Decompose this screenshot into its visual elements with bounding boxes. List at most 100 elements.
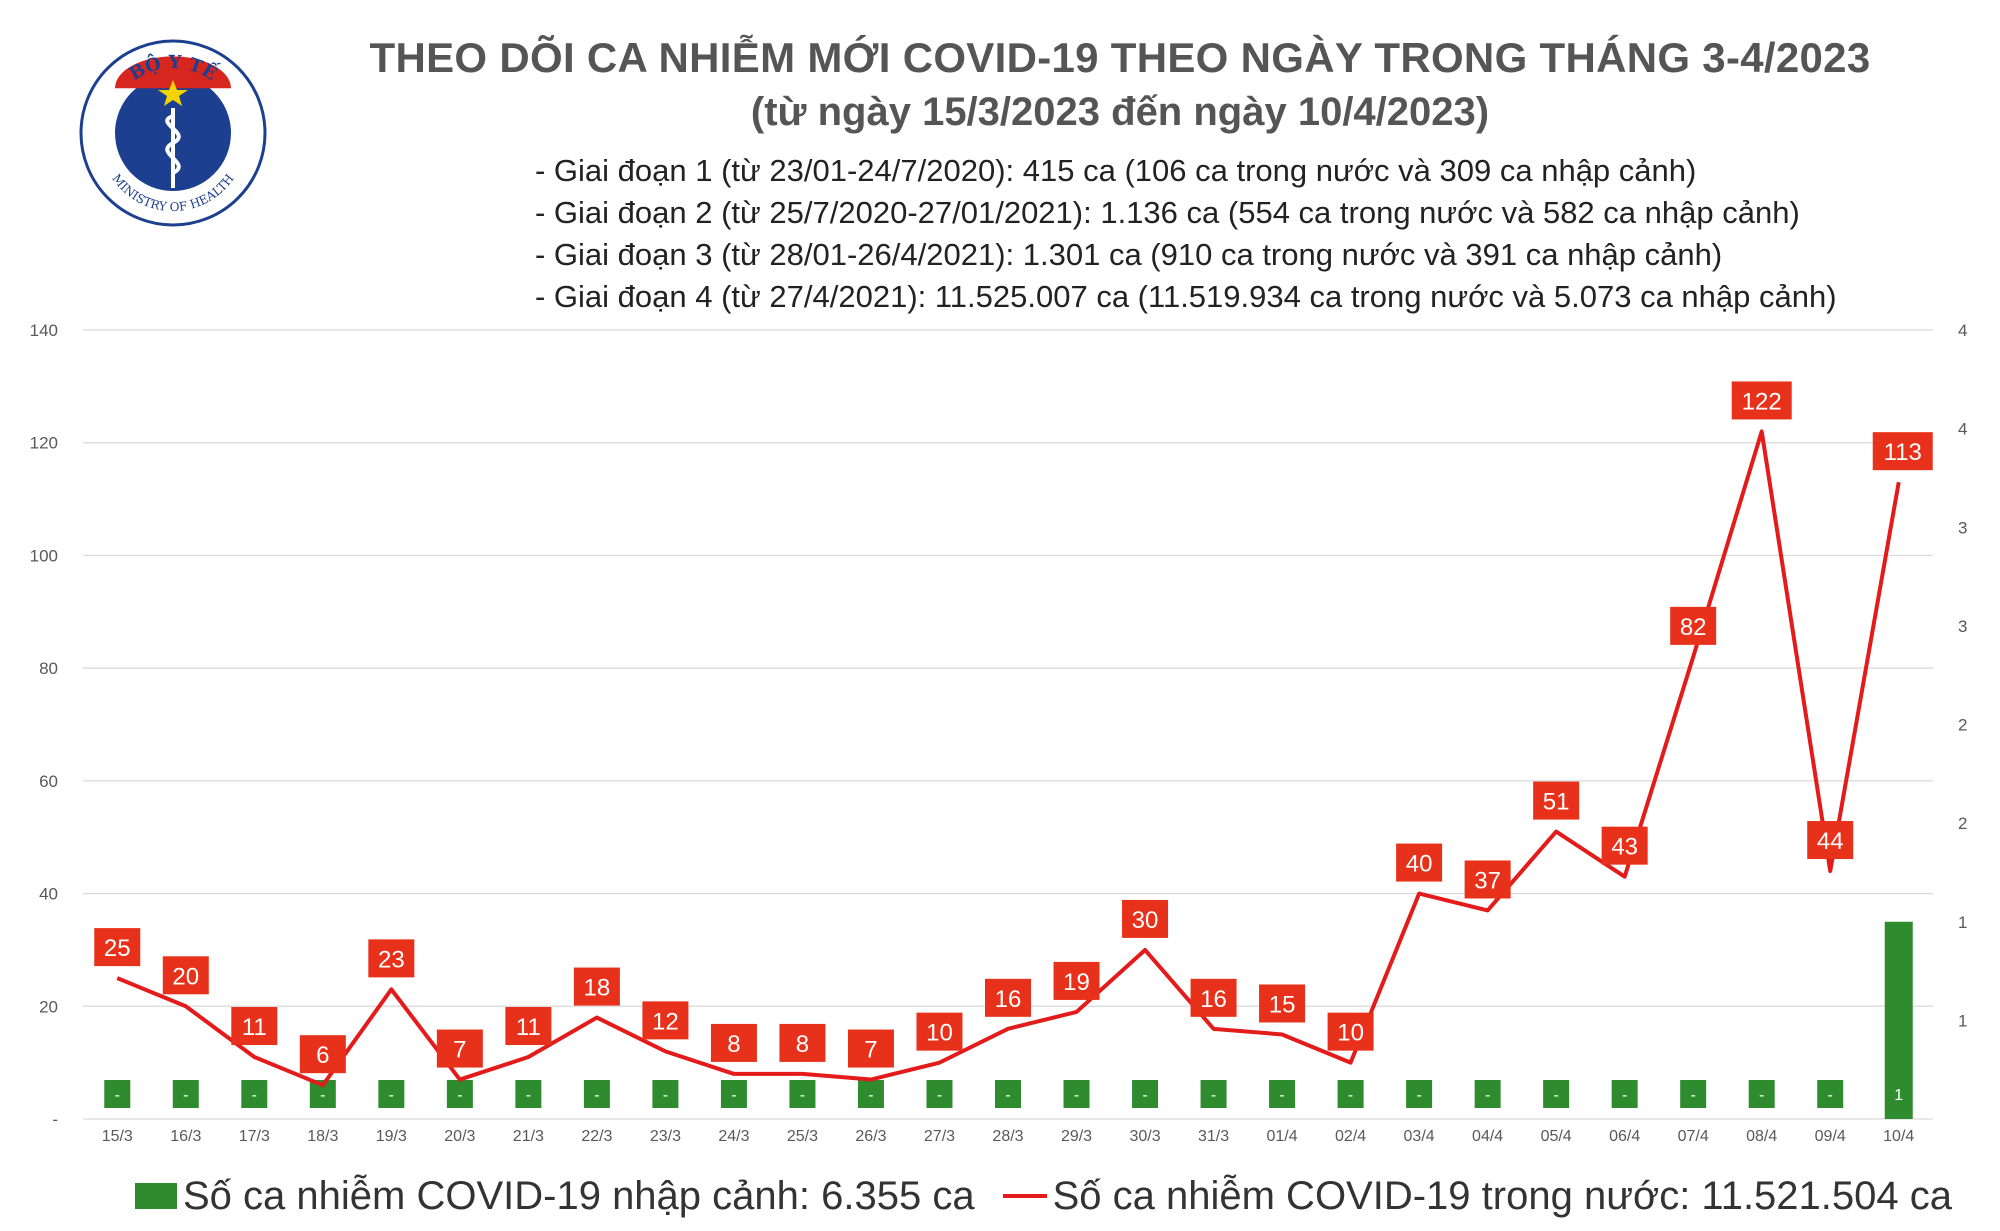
x-axis-tick-label: 15/3 — [102, 1128, 133, 1145]
imported-zero-marker — [1406, 1080, 1433, 1108]
domestic-data-label: 82 — [1680, 614, 1707, 641]
left-axis-tick-label: 80 — [39, 659, 58, 678]
left-axis-tick-label: - — [52, 1110, 58, 1129]
domestic-data-label: 30 — [1132, 907, 1159, 934]
domestic-data-label-box — [1731, 381, 1792, 420]
x-axis-tick-label: 10/4 — [1883, 1128, 1914, 1145]
domestic-data-label-box — [1327, 1012, 1374, 1051]
right-axis-tick-label: 3 — [1958, 518, 1967, 537]
domestic-data-label: 19 — [1063, 969, 1090, 996]
imported-zero-marker — [515, 1080, 542, 1108]
domestic-data-label-box — [368, 939, 415, 978]
imported-bar-label: - — [800, 1087, 805, 1104]
x-axis-tick-label: 03/4 — [1404, 1128, 1435, 1145]
x-axis-tick-label: 27/3 — [924, 1128, 955, 1145]
domestic-data-label-box — [1601, 826, 1648, 865]
domestic-data-label: 10 — [1337, 1020, 1364, 1047]
right-axis-tick-label: 1 — [1958, 1011, 1967, 1030]
imported-bar-label: - — [1622, 1087, 1627, 1104]
imported-bar-label: - — [1074, 1087, 1079, 1104]
domestic-data-label-box — [1053, 961, 1100, 1000]
imported-bar-label: - — [252, 1087, 257, 1104]
imported-bar-label: 1 — [1894, 1087, 1903, 1104]
imported-bar-label: - — [457, 1087, 462, 1104]
imported-zero-marker — [446, 1080, 473, 1108]
imported-bar-label: - — [1828, 1087, 1833, 1104]
right-axis-tick-label: 1 — [1958, 913, 1967, 932]
domestic-data-label: 18 — [584, 975, 611, 1002]
legend-swatch-imported — [135, 1183, 177, 1209]
legend-label-imported: Số ca nhiễm COVID-19 nhập cảnh: 6.355 ca — [183, 1173, 975, 1218]
imported-zero-marker — [241, 1080, 268, 1108]
domestic-data-label: 23 — [378, 946, 405, 973]
imported-zero-marker — [926, 1080, 953, 1108]
x-axis-tick-label: 09/4 — [1815, 1128, 1846, 1145]
imported-bar-label: - — [1279, 1087, 1284, 1104]
stage-1: - Giai đoạn 1 (từ 23/01-24/7/2020): 415 … — [535, 153, 1697, 188]
domestic-data-label-box — [916, 1012, 963, 1051]
domestic-data-label: 51 — [1543, 789, 1570, 816]
imported-bar-label: - — [1485, 1087, 1490, 1104]
chart-title: THEO DÕI CA NHIỄM MỚI COVID-19 THEO NGÀY… — [369, 34, 1871, 81]
domestic-data-label: 37 — [1474, 867, 1501, 894]
domestic-data-label: 122 — [1742, 388, 1782, 415]
x-axis-tick-label: 05/4 — [1541, 1128, 1572, 1145]
imported-bar-label: - — [868, 1087, 873, 1104]
imported-bar-label: - — [1553, 1087, 1558, 1104]
x-axis-tick-label: 23/3 — [650, 1128, 681, 1145]
x-axis-tick-label: 18/3 — [307, 1128, 338, 1145]
imported-bar-label: - — [183, 1087, 188, 1104]
imported-bar-label: - — [1691, 1087, 1696, 1104]
imported-bar-label: - — [1211, 1087, 1216, 1104]
domestic-data-label-box — [1464, 860, 1511, 899]
imported-zero-marker — [720, 1080, 747, 1108]
domestic-data-label-box — [505, 1007, 552, 1046]
imported-bar-label: - — [1416, 1087, 1421, 1104]
imported-zero-marker — [104, 1080, 131, 1108]
imported-bar-label: - — [937, 1087, 942, 1104]
domestic-data-label: 8 — [727, 1031, 740, 1058]
x-axis-tick-label: 30/3 — [1129, 1128, 1160, 1145]
imported-bar-label: - — [526, 1087, 531, 1104]
domestic-data-label: 6 — [316, 1042, 329, 1069]
domestic-data-label-box — [94, 928, 141, 967]
imported-zero-marker — [1817, 1080, 1844, 1108]
right-axis-tick-label: 2 — [1958, 716, 1967, 735]
domestic-data-label-box — [1259, 984, 1306, 1023]
x-axis-tick-label: 02/4 — [1335, 1128, 1366, 1145]
imported-zero-marker — [172, 1080, 199, 1108]
domestic-data-label: 15 — [1269, 991, 1296, 1018]
imported-bar-label: - — [389, 1087, 394, 1104]
domestic-data-label: 12 — [652, 1008, 679, 1035]
left-axis-tick-label: 120 — [30, 434, 58, 453]
x-axis-tick-label: 29/3 — [1061, 1128, 1092, 1145]
imported-bar-label: - — [320, 1087, 325, 1104]
domestic-data-label-box — [1190, 978, 1237, 1017]
imported-bar-label: - — [115, 1087, 120, 1104]
x-axis-tick-label: 01/4 — [1267, 1128, 1298, 1145]
imported-bar-label: - — [1005, 1087, 1010, 1104]
domestic-data-label: 8 — [796, 1031, 809, 1058]
domestic-data-label: 44 — [1817, 828, 1844, 855]
right-axis-tick-label: 4 — [1958, 321, 1967, 340]
domestic-data-label-box — [573, 967, 620, 1006]
domestic-data-label-box — [1872, 432, 1933, 471]
x-axis-tick-label: 20/3 — [444, 1128, 475, 1145]
domestic-data-label-box — [162, 956, 209, 995]
domestic-data-label: 40 — [1406, 851, 1433, 878]
stage-summary: - Giai đoạn 1 (từ 23/01-24/7/2020): 415 … — [535, 150, 1837, 318]
imported-bar-label: - — [1348, 1087, 1353, 1104]
imported-zero-marker — [378, 1080, 405, 1108]
domestic-data-label-box — [1807, 821, 1854, 860]
left-axis-tick-label: 140 — [30, 321, 58, 340]
right-axis-tick-label: 2 — [1958, 814, 1967, 833]
chart-legend: Số ca nhiễm COVID-19 nhập cảnh: 6.355 ca… — [135, 1168, 1952, 1224]
imported-zero-marker — [1200, 1080, 1227, 1108]
imported-zero-marker — [583, 1080, 610, 1108]
imported-bar — [1884, 921, 1913, 1119]
left-axis-tick-label: 60 — [39, 772, 58, 791]
stage-4: - Giai đoạn 4 (từ 27/4/2021): 11.525.007… — [535, 279, 1837, 314]
domestic-data-label: 113 — [1884, 439, 1922, 466]
